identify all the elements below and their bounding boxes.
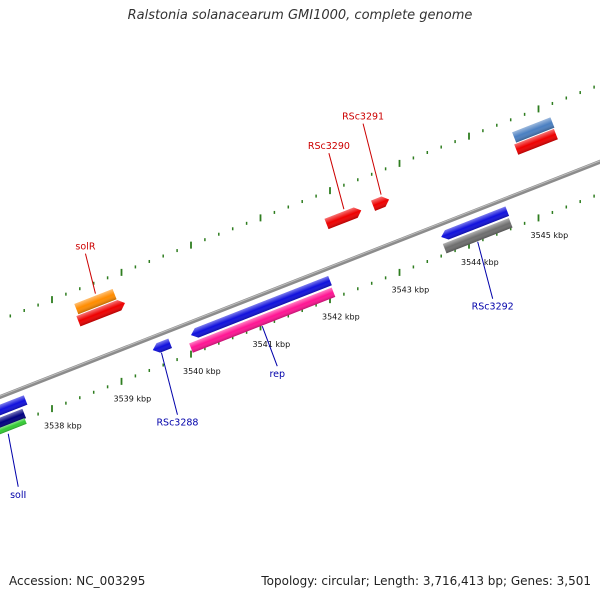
label-leader-line xyxy=(160,352,178,415)
gene-shading xyxy=(441,206,510,240)
gene-label: solI xyxy=(10,490,26,501)
gene-label: RSc3291 xyxy=(342,112,384,123)
gene-feature[interactable] xyxy=(189,287,336,353)
label-leader-line xyxy=(477,241,494,299)
gene-shading xyxy=(152,338,172,353)
backbone-highlight xyxy=(0,160,600,397)
gene-feature[interactable] xyxy=(514,128,558,155)
gene-shading xyxy=(371,196,390,211)
gene-feature[interactable] xyxy=(324,205,364,230)
tick-label: 3544 kbp xyxy=(461,258,499,267)
genome-title: Ralstonia solanacearum GMI1000, complete… xyxy=(127,8,473,23)
genome-backbone xyxy=(0,159,600,400)
gene-feature[interactable] xyxy=(439,206,510,242)
label-leader-line xyxy=(362,123,382,195)
backbone-line xyxy=(0,159,600,400)
gene-shading xyxy=(0,418,27,438)
genome-summary-text: Topology: circular; Length: 3,716,413 bp… xyxy=(261,574,591,588)
label-leader-line xyxy=(84,253,96,294)
gene-shading xyxy=(74,288,117,315)
accession-text: Accession: NC_003295 xyxy=(9,574,146,588)
gene-feature[interactable] xyxy=(442,218,513,254)
gene-label: solR xyxy=(75,242,95,253)
gene-shading xyxy=(0,395,28,418)
gene-feature[interactable] xyxy=(0,395,28,420)
tick-label: 3541 kbp xyxy=(253,340,291,349)
label-leader-line xyxy=(328,153,345,210)
tick-label: 3538 kbp xyxy=(44,422,82,431)
gene-features xyxy=(0,117,558,438)
gene-feature[interactable] xyxy=(512,117,555,143)
gene-shading xyxy=(514,128,558,155)
gene-shading xyxy=(512,117,555,143)
gene-feature[interactable] xyxy=(371,194,391,211)
gene-label: RSc3288 xyxy=(156,418,198,429)
gene-feature[interactable] xyxy=(74,288,117,315)
gene-shading xyxy=(191,275,332,338)
gene-label: RSc3290 xyxy=(308,141,350,152)
tick-label: 3542 kbp xyxy=(322,313,360,322)
gene-feature[interactable] xyxy=(189,275,332,340)
gene-shading xyxy=(0,408,27,432)
gene-label: rep xyxy=(269,369,285,380)
tick-label: 3540 kbp xyxy=(183,367,221,376)
gene-shading xyxy=(442,218,513,254)
gene-labels: 3538 kbp 3539 kbp 3540 kbp 3541 kbp 3542 kbp… xyxy=(7,112,569,501)
tick-label: 3543 kbp xyxy=(392,285,430,294)
tick-label: 3545 kbp xyxy=(531,231,569,240)
gene-feature[interactable] xyxy=(0,408,27,432)
gene-label: RSc3292 xyxy=(472,302,514,313)
gene-feature[interactable] xyxy=(76,298,127,327)
tick-label: 3539 kbp xyxy=(114,394,152,403)
label-leader-line xyxy=(261,326,278,367)
gene-shading xyxy=(324,207,362,230)
gene-shading xyxy=(189,287,336,353)
gene-shading xyxy=(76,300,125,327)
gene-feature[interactable] xyxy=(151,338,172,355)
scale-ticks xyxy=(9,85,595,427)
label-leader-line xyxy=(7,433,19,487)
gene-feature[interactable] xyxy=(0,418,27,438)
